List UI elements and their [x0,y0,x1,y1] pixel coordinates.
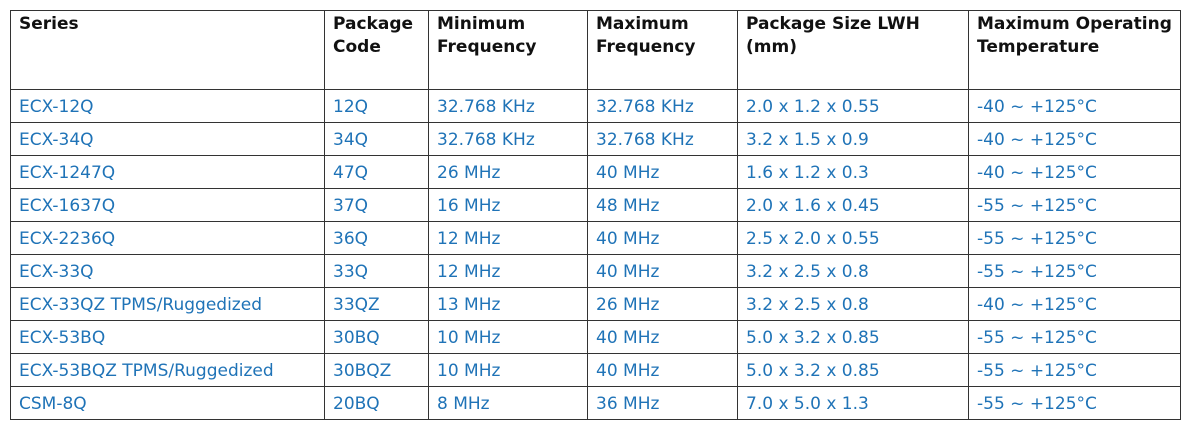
table-cell: 3.2 x 2.5 x 0.8 [737,254,969,288]
table-row: ECX-12Q 12Q 32.768 KHz 32.768 KHz 2.0 x 1.2 … [10,89,1181,123]
table-cell: 40 MHz [587,221,738,255]
table-cell: 32.768 KHz [428,122,588,156]
table-cell: ECX-33QZ TPMS/Ruggedized [10,287,325,321]
table-cell: 32.768 KHz [587,89,738,123]
table-cell: -55 ~ +125°C [968,386,1181,420]
table-cell: 36Q [324,221,429,255]
table-cell: 33Q [324,254,429,288]
table-cell: 2.5 x 2.0 x 0.55 [737,221,969,255]
table-cell: 16 MHz [428,188,588,222]
table-cell: 12Q [324,89,429,123]
table-cell: 40 MHz [587,155,738,189]
table-cell: 36 MHz [587,386,738,420]
table-cell: -40 ~ +125°C [968,122,1181,156]
table-cell: 37Q [324,188,429,222]
table-cell: 20BQ [324,386,429,420]
table-cell: 30BQ [324,320,429,354]
table-row: CSM-8Q 20BQ 8 MHz 36 MHz 7.0 x 5.0 x 1.3 -55 … [10,386,1181,420]
table-cell: ECX-53BQ [10,320,325,354]
table-row: ECX-1247Q 47Q 26 MHz 40 MHz 1.6 x 1.2 x 0.3-… [10,155,1181,189]
table-cell: ECX-12Q [10,89,325,123]
table-cell: 10 MHz [428,320,588,354]
table-cell: 26 MHz [428,155,588,189]
header-cell: Package Size LWH (mm) [737,10,969,90]
table-row: ECX-2236Q 36Q 12 MHz 40 MHz 2.5 x 2.0 x 0.55… [10,221,1181,255]
header-cell: Series [10,10,325,90]
table-row: ECX-53BQ 30BQ 10 MHz 40 MHz 5.0 x 3.2 x 0.85… [10,320,1181,354]
table-row: ECX-53BQZ TPMS/Ruggedized 30BQZ 10 MHz 40 M… [10,353,1181,387]
table-cell: 10 MHz [428,353,588,387]
header-cell: Maximum Operating Temperature [968,10,1181,90]
table-cell: 13 MHz [428,287,588,321]
table-cell: 1.6 x 1.2 x 0.3 [737,155,969,189]
header-row: Series Package Code Minimum Frequency Maxim… [10,10,1181,90]
table-cell: ECX-1247Q [10,155,325,189]
table-cell: 30BQZ [324,353,429,387]
table-cell: ECX-34Q [10,122,325,156]
table-cell: CSM-8Q [10,386,325,420]
table-cell: -55 ~ +125°C [968,221,1181,255]
table-cell: 34Q [324,122,429,156]
table-cell: -55 ~ +125°C [968,353,1181,387]
table-body: ECX-12Q 12Q 32.768 KHz 32.768 KHz 2.0 x 1.2 … [10,89,1181,420]
table-cell: 8 MHz [428,386,588,420]
table-cell: -55 ~ +125°C [968,320,1181,354]
table-cell: 2.0 x 1.6 x 0.45 [737,188,969,222]
table-cell: 40 MHz [587,353,738,387]
table-row: ECX-34Q 34Q 32.768 KHz 32.768 KHz 3.2 x 1.5 … [10,122,1181,156]
table-cell: 32.768 KHz [587,122,738,156]
table-row: ECX-33QZ TPMS/Ruggedized 33QZ 13 MHz 26 MHz… [10,287,1181,321]
table-cell: 40 MHz [587,320,738,354]
table-cell: 33QZ [324,287,429,321]
table-cell: 26 MHz [587,287,738,321]
spec-table: Series Package Code Minimum Frequency Maxim… [10,10,1181,420]
table-cell: 7.0 x 5.0 x 1.3 [737,386,969,420]
table-cell: 3.2 x 2.5 x 0.8 [737,287,969,321]
table-cell: 12 MHz [428,221,588,255]
table-cell: 48 MHz [587,188,738,222]
table-cell: -40 ~ +125°C [968,89,1181,123]
table-cell: ECX-53BQZ TPMS/Ruggedized [10,353,325,387]
header-cell: Package Code [324,10,429,90]
table-cell: 47Q [324,155,429,189]
table-cell: -55 ~ +125°C [968,254,1181,288]
table-cell: 3.2 x 1.5 x 0.9 [737,122,969,156]
table-cell: -55 ~ +125°C [968,188,1181,222]
table-cell: ECX-2236Q [10,221,325,255]
table-cell: 5.0 x 3.2 x 0.85 [737,320,969,354]
table-cell: ECX-1637Q [10,188,325,222]
table-cell: ECX-33Q [10,254,325,288]
header-cell: Maximum Frequency [587,10,738,90]
table-row: ECX-1637Q 37Q 16 MHz 48 MHz 2.0 x 1.6 x 0.45… [10,188,1181,222]
table-cell: 5.0 x 3.2 x 0.85 [737,353,969,387]
table-cell: 2.0 x 1.2 x 0.55 [737,89,969,123]
table-cell: -40 ~ +125°C [968,155,1181,189]
table-cell: -40 ~ +125°C [968,287,1181,321]
header-cell: Minimum Frequency [428,10,588,90]
table-cell: 12 MHz [428,254,588,288]
table-cell: 32.768 KHz [428,89,588,123]
table-cell: 40 MHz [587,254,738,288]
table-row: ECX-33Q 33Q 12 MHz 40 MHz 3.2 x 2.5 x 0.8 -55… [10,254,1181,288]
